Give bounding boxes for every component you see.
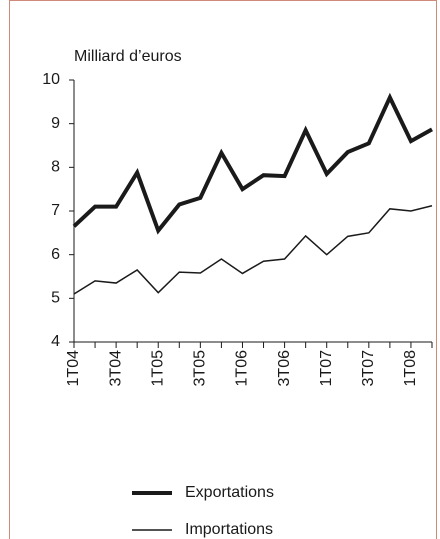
x-tick-label: 3T05 xyxy=(192,350,209,387)
y-tick-label: 10 xyxy=(42,71,60,88)
x-tick-label: 1T08 xyxy=(402,350,419,387)
series-line xyxy=(72,92,433,235)
y-tick-label: 5 xyxy=(51,290,60,307)
y-axis-label: Milliard d’euros xyxy=(74,48,182,65)
y-tick-label: 4 xyxy=(51,333,60,350)
y-tick-label: 9 xyxy=(51,115,60,132)
x-tick-label: 1T07 xyxy=(318,350,335,387)
series-line xyxy=(73,205,433,295)
x-tick-label: 1T05 xyxy=(149,350,166,387)
y-tick-label: 7 xyxy=(51,202,60,219)
legend-label: Importations xyxy=(185,521,273,538)
legend-label: Exportations xyxy=(185,484,274,501)
x-tick-label: 3T07 xyxy=(360,350,377,387)
y-tick-label: 6 xyxy=(51,246,60,263)
x-tick-label: 3T06 xyxy=(276,350,293,387)
x-tick-label: 1T06 xyxy=(234,350,251,387)
frame xyxy=(9,0,437,539)
y-tick-label: 8 xyxy=(51,159,60,176)
x-tick-label: 1T04 xyxy=(65,350,82,387)
x-tick-label: 3T04 xyxy=(107,350,124,387)
